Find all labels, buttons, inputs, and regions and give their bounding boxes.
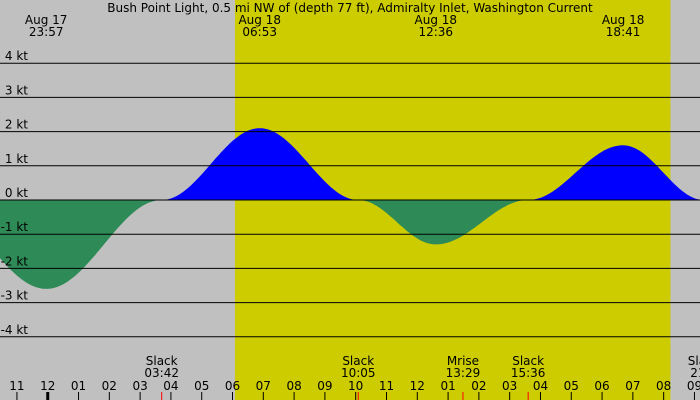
y-tick-label: -4 kt <box>1 323 29 337</box>
event-date-label: Aug 18 <box>415 13 458 27</box>
x-tick-label: 04 <box>163 379 178 393</box>
x-tick-label: 08 <box>656 379 671 393</box>
event-time-label: 12:36 <box>418 25 453 39</box>
x-tick-label: 06 <box>225 379 240 393</box>
y-tick-label: -1 kt <box>1 220 29 234</box>
x-tick-label: 03 <box>132 379 147 393</box>
x-tick-label: 09 <box>317 379 332 393</box>
x-tick-label: 03 <box>502 379 517 393</box>
event-date-label: Aug 17 <box>25 13 68 27</box>
moonrise-event-time: 13:29 <box>446 366 481 380</box>
x-tick-label: 02 <box>102 379 117 393</box>
ebb-current-area <box>358 200 529 245</box>
x-tick-label: 12 <box>40 379 55 393</box>
x-tick-label: 05 <box>194 379 209 393</box>
x-tick-label: 07 <box>625 379 640 393</box>
y-tick-label: -3 kt <box>1 289 29 303</box>
slack-event-label: Slack <box>146 354 178 368</box>
moonrise-event-label: Mrise <box>447 354 479 368</box>
y-tick-label: -2 kt <box>1 254 29 268</box>
x-tick-label: 12 <box>410 379 425 393</box>
y-tick-label: 0 kt <box>5 186 28 200</box>
x-tick-label: 10 <box>348 379 363 393</box>
x-tick-label: 01 <box>71 379 86 393</box>
x-tick-label: 05 <box>564 379 579 393</box>
slack-event-time: 03:42 <box>144 366 179 380</box>
slack-event-label: Slack <box>342 354 374 368</box>
y-tick-label: 2 kt <box>5 118 28 132</box>
x-tick-label: 06 <box>594 379 609 393</box>
x-tick-label: 01 <box>440 379 455 393</box>
slack-event-time: 21:1 <box>690 366 700 380</box>
flood-current-area <box>161 128 359 200</box>
x-tick-label: 09 <box>687 379 700 393</box>
chart-title: Bush Point Light, 0.5 mi NW of (depth 77… <box>107 1 593 15</box>
x-tick-label: 04 <box>533 379 548 393</box>
flood-current-area <box>528 145 700 200</box>
slack-event-time: 10:05 <box>341 366 376 380</box>
y-tick-label: 1 kt <box>5 152 28 166</box>
event-time-label: 23:57 <box>29 25 64 39</box>
x-tick-label: 11 <box>9 379 24 393</box>
x-tick-label: 02 <box>471 379 486 393</box>
event-time-label: 06:53 <box>242 25 277 39</box>
x-tick-label: 08 <box>286 379 301 393</box>
slack-event-time: 15:36 <box>511 366 546 380</box>
event-date-label: Aug 18 <box>602 13 645 27</box>
y-tick-label: 3 kt <box>5 83 28 97</box>
y-tick-label: 4 kt <box>5 49 28 63</box>
event-date-label: Aug 18 <box>238 13 281 27</box>
slack-event-label: Slack <box>688 354 700 368</box>
x-tick-label: 11 <box>379 379 394 393</box>
ebb-current-area <box>0 200 162 289</box>
x-tick-label: 07 <box>256 379 271 393</box>
event-time-label: 18:41 <box>606 25 641 39</box>
slack-event-label: Slack <box>512 354 544 368</box>
